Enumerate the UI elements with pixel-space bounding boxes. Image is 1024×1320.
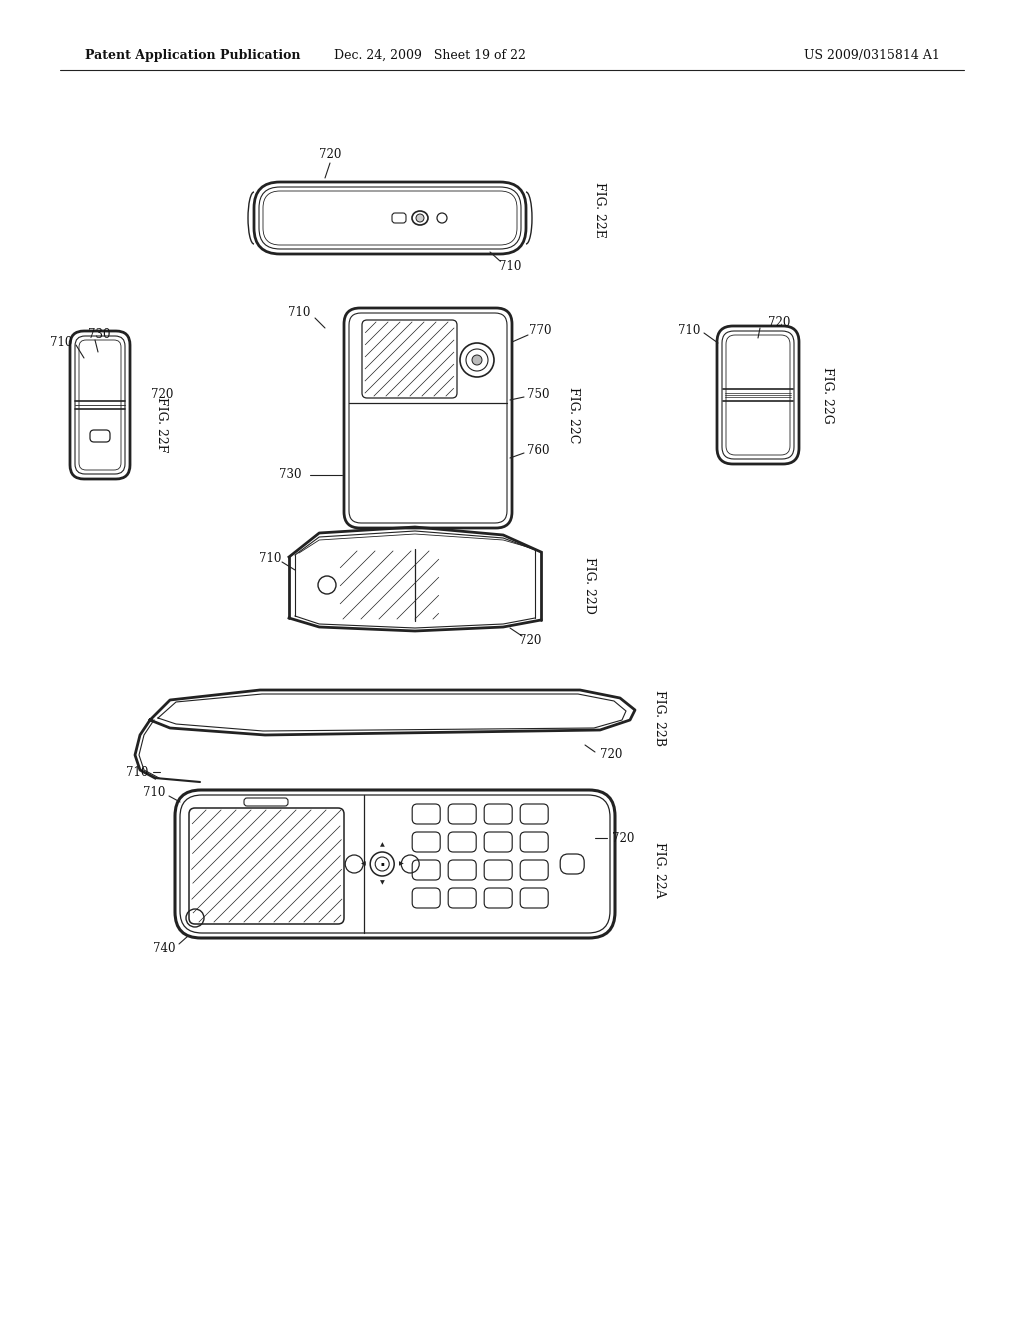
Text: 710: 710 [499, 260, 521, 273]
Text: FIG. 22G: FIG. 22G [821, 367, 835, 424]
Text: FIG. 22E: FIG. 22E [594, 182, 606, 238]
Ellipse shape [472, 355, 482, 366]
Text: 720: 720 [600, 748, 623, 762]
Text: FIG. 22B: FIG. 22B [653, 690, 667, 746]
Text: 710: 710 [259, 552, 282, 565]
Text: ▪: ▪ [380, 862, 384, 866]
Text: FIG. 22A: FIG. 22A [653, 842, 667, 898]
Text: 720: 720 [151, 388, 173, 401]
Text: 740: 740 [153, 941, 175, 954]
Text: 750: 750 [526, 388, 549, 401]
Text: Patent Application Publication: Patent Application Publication [85, 49, 300, 62]
Text: 720: 720 [612, 832, 635, 845]
Text: 710: 710 [678, 323, 700, 337]
Text: 730: 730 [88, 329, 111, 342]
Text: 770: 770 [528, 323, 551, 337]
Text: 710: 710 [142, 785, 165, 799]
Text: FIG. 22F: FIG. 22F [156, 397, 169, 453]
Ellipse shape [416, 214, 424, 222]
Text: 710: 710 [126, 766, 148, 779]
Text: 720: 720 [318, 149, 341, 161]
Text: ▶: ▶ [398, 862, 403, 866]
Text: Dec. 24, 2009   Sheet 19 of 22: Dec. 24, 2009 Sheet 19 of 22 [334, 49, 526, 62]
Text: FIG. 22D: FIG. 22D [584, 557, 597, 614]
Text: ◀: ◀ [360, 862, 366, 866]
Text: 730: 730 [280, 469, 302, 482]
Text: 760: 760 [526, 444, 549, 457]
Text: US 2009/0315814 A1: US 2009/0315814 A1 [804, 49, 940, 62]
Text: ▲: ▲ [380, 842, 385, 847]
Polygon shape [150, 690, 635, 735]
Text: 720: 720 [519, 634, 542, 647]
Text: 720: 720 [768, 317, 791, 330]
Text: 710: 710 [288, 306, 310, 319]
Text: 710: 710 [49, 335, 72, 348]
Text: ▼: ▼ [380, 880, 385, 886]
Text: FIG. 22C: FIG. 22C [567, 387, 581, 444]
